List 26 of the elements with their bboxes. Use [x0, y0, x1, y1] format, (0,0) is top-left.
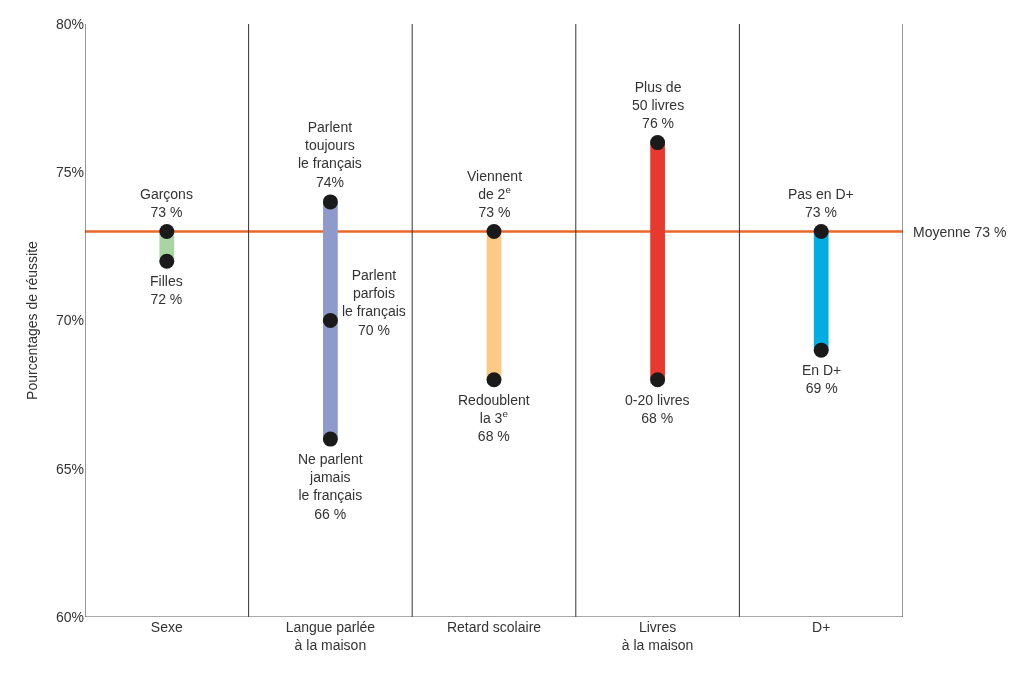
annotation: En D+ 69 %: [802, 362, 842, 397]
annotation: Garçons 73 %: [140, 186, 193, 221]
annotation: Ne parlent jamais le français 66 %: [298, 451, 363, 522]
y-tick-label: 60%: [55, 608, 84, 625]
bar: [813, 231, 829, 351]
annotation: Plus de 50 livres 76 %: [632, 79, 685, 132]
y-tick-label: 80%: [55, 15, 84, 32]
annotation: 0-20 livres 68 %: [625, 392, 690, 427]
x-tick-label: D+: [812, 619, 831, 635]
annotation: Parlent toujours le français 74%: [298, 119, 362, 190]
y-tick-label: 70%: [55, 312, 84, 329]
y-axis-title: Pourcentages de réussite: [23, 240, 40, 400]
annotation: Redoublent la 3$^{e}$ 68 %: [458, 392, 530, 445]
x-tick-label: Langue parlée à la maison: [285, 619, 376, 654]
y-tick-label: 65%: [55, 460, 84, 477]
annotation: Parlent parfois le français 70 %: [342, 267, 406, 338]
x-tick-label: Livres à la maison: [621, 619, 694, 654]
bar: [650, 142, 665, 380]
x-tick-label: Retard scolaire: [446, 619, 542, 635]
annotation: Viennent de 2$^{e}$ 73 %: [467, 168, 523, 221]
annotation: Pas en D+ 73 %: [788, 186, 854, 221]
y-tick-label: 75%: [55, 164, 84, 181]
annotation: Filles 72 %: [150, 273, 183, 308]
ref-line-label: Moyenne 73 %: [913, 224, 1007, 240]
bar: [323, 201, 338, 440]
x-tick-label: Sexe: [150, 619, 183, 635]
